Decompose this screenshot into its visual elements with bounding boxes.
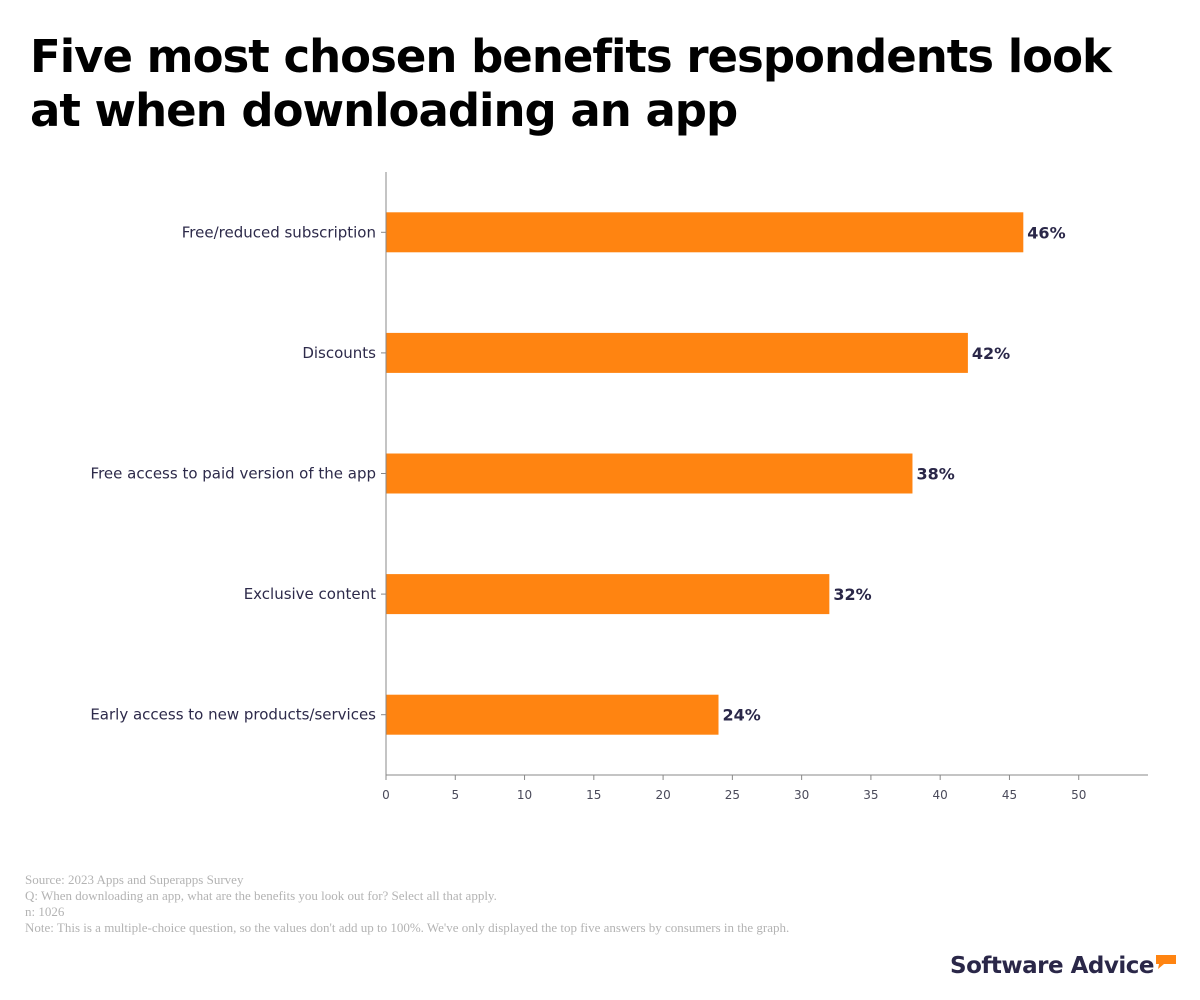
data-label: 32%: [833, 585, 871, 604]
bar-chart: 0 5 10 15 20 25 30 35 40 45 50 Free/reduced subscr…: [90, 172, 1148, 802]
x-tick-label: 0: [382, 788, 390, 802]
bar: [386, 212, 1024, 253]
bar: [386, 694, 719, 735]
methodology-note: Note: This is a multiple-choice question…: [25, 920, 790, 935]
data-label: 46%: [1027, 223, 1065, 242]
data-label: 38%: [916, 465, 954, 484]
source-note: Source: 2023 Apps and Superapps Survey: [25, 872, 244, 887]
speech-bubble-icon: [1155, 955, 1176, 969]
x-tick-label: 45: [1002, 788, 1017, 802]
category-label: Discounts: [302, 344, 376, 362]
category-label: Free access to paid version of the app: [91, 465, 376, 483]
x-tick-label: 15: [586, 788, 601, 802]
x-tick-label: 5: [451, 788, 459, 802]
x-tick-label: 30: [794, 788, 809, 802]
bar: [386, 574, 830, 615]
chart-title: Five most chosen benefits respondents lo…: [30, 30, 1112, 137]
footnotes: Source: 2023 Apps and Superapps Survey Q…: [25, 872, 789, 936]
x-tick-label: 50: [1071, 788, 1086, 802]
category-labels: Free/reduced subscription Discounts Free a…: [90, 223, 386, 724]
bar: [386, 332, 968, 373]
question-note: Q: When downloading an app, what are the…: [25, 888, 497, 903]
bars-layer: [386, 212, 1024, 735]
brand-logo: Software Advice: [950, 953, 1176, 979]
data-labels: 46% 42% 38% 32% 24%: [723, 223, 1066, 724]
sample-size-note: n: 1026: [25, 904, 65, 919]
brand-name: Software Advice: [950, 953, 1154, 979]
data-label: 42%: [972, 344, 1010, 363]
x-tick-label: 10: [517, 788, 532, 802]
x-tick-label: 35: [863, 788, 878, 802]
bar: [386, 453, 913, 494]
category-label: Free/reduced subscription: [182, 223, 376, 241]
category-label: Exclusive content: [244, 585, 376, 603]
data-label: 24%: [723, 706, 761, 725]
x-tick-label: 20: [655, 788, 670, 802]
category-label: Early access to new products/services: [90, 706, 376, 724]
x-tick-label: 25: [725, 788, 740, 802]
x-axis-ticks: 0 5 10 15 20 25 30 35 40 45 50: [382, 775, 1086, 802]
x-tick-label: 40: [933, 788, 948, 802]
